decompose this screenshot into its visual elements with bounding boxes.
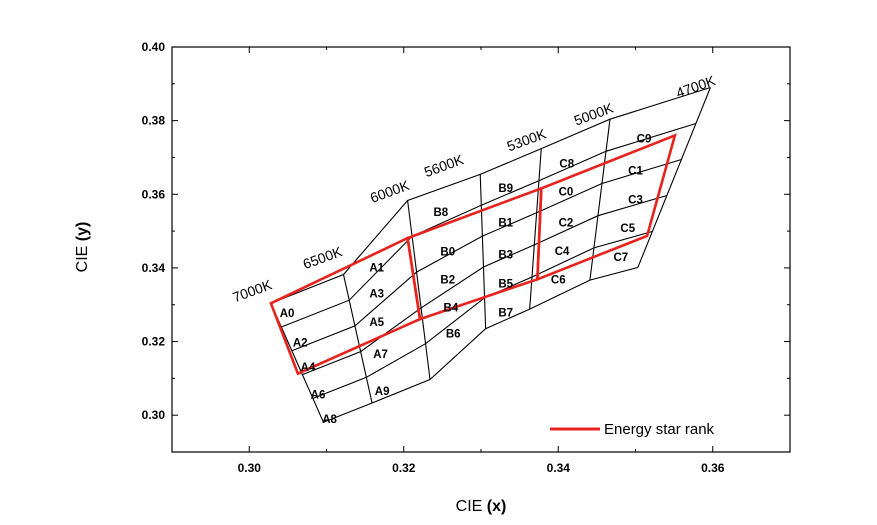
bin-label-c7: C7 (613, 252, 628, 264)
bin-grid (270, 86, 711, 423)
legend: Energy star rank (550, 421, 715, 438)
bin-label-a5: A5 (369, 317, 384, 329)
bin-label-b5: B5 (498, 279, 513, 291)
bin-label-c0: C0 (559, 186, 574, 198)
isotherm-line-2 (407, 200, 431, 380)
bin-label-a9: A9 (375, 386, 390, 398)
y-axis-title: CIE (y) (74, 222, 91, 273)
bin-label-a1: A1 (369, 263, 384, 275)
duv-line-2 (291, 158, 682, 352)
isotherm-line-1 (342, 274, 373, 404)
duv-line-0 (270, 86, 711, 304)
bin-label-c9: C9 (637, 133, 652, 145)
bin-label-a6: A6 (311, 390, 326, 402)
bin-label-c1: C1 (628, 166, 643, 178)
cct-label-6000k: 6000K (368, 177, 412, 206)
bin-label-a0: A0 (280, 308, 295, 320)
cct-label-7000k: 7000K (230, 276, 274, 305)
bin-label-a7: A7 (373, 349, 388, 361)
bin-label-a8: A8 (322, 414, 337, 426)
bin-label-c5: C5 (620, 223, 635, 235)
plot-frame (171, 46, 791, 453)
cct-label-5300k: 5300K (505, 125, 549, 154)
isotherm-line-3 (479, 174, 487, 329)
bin-labels: A0 A1 A2 A3 A4 A5 A6 A7 A8 A9 B0 B1 B2 B3 B4 B5 B6 B7 B8 B9… (280, 133, 652, 426)
bin-label-a2: A2 (293, 338, 308, 350)
energy-star-quad-2 (536, 133, 677, 282)
bin-label-b0: B0 (440, 246, 455, 258)
y-tick-label-3: 0.36 (142, 187, 166, 201)
y-tick-label-0: 0.30 (142, 408, 166, 422)
bin-label-b1: B1 (498, 218, 513, 230)
bin-label-c8: C8 (559, 158, 574, 170)
bin-label-c6: C6 (551, 275, 566, 287)
x-tick-label-3: 0.36 (701, 461, 725, 475)
bin-label-b9: B9 (498, 183, 513, 195)
x-tick-label-0: 0.30 (238, 461, 262, 475)
bin-label-a3: A3 (369, 288, 384, 300)
duv-line-3 (302, 194, 668, 376)
duv-line-5 (323, 266, 638, 423)
x-tick-label-2: 0.34 (547, 461, 571, 475)
y-tick-label-4: 0.38 (142, 114, 166, 128)
isotherm-line-5 (589, 119, 611, 281)
isotherm-line-6 (637, 87, 711, 268)
bin-label-c3: C3 (628, 194, 643, 206)
bin-label-c2: C2 (559, 217, 574, 229)
cct-label-6500k: 6500K (301, 243, 345, 272)
bin-label-b4: B4 (444, 303, 459, 315)
cct-label-4700k: 4700K (674, 72, 718, 101)
y-tick-label-2: 0.34 (142, 261, 166, 275)
bin-label-c4: C4 (555, 246, 570, 258)
bin-label-b3: B3 (498, 249, 513, 261)
duv-line-1 (281, 122, 697, 328)
x-tick-label-1: 0.32 (392, 461, 416, 475)
axis-ticks: 0.30 0.32 0.34 0.36 0.30 0.32 0.34 0.36 0.38 0.40 (142, 40, 791, 475)
y-tick-label-1: 0.32 (142, 335, 166, 349)
cct-label-5600k: 5600K (422, 151, 466, 180)
plot-frame-rect (171, 46, 791, 453)
bin-label-b6: B6 (446, 328, 461, 340)
bin-label-b8: B8 (433, 207, 448, 219)
bin-label-b2: B2 (440, 274, 455, 286)
bin-label-b7: B7 (498, 307, 513, 319)
legend-label-energy-star: Energy star rank (604, 421, 715, 438)
y-tick-label-5: 0.40 (142, 40, 166, 54)
bin-label-a4: A4 (301, 362, 316, 374)
x-axis-title: CIE (x) (456, 498, 507, 515)
energy-star-outlines (269, 133, 677, 376)
